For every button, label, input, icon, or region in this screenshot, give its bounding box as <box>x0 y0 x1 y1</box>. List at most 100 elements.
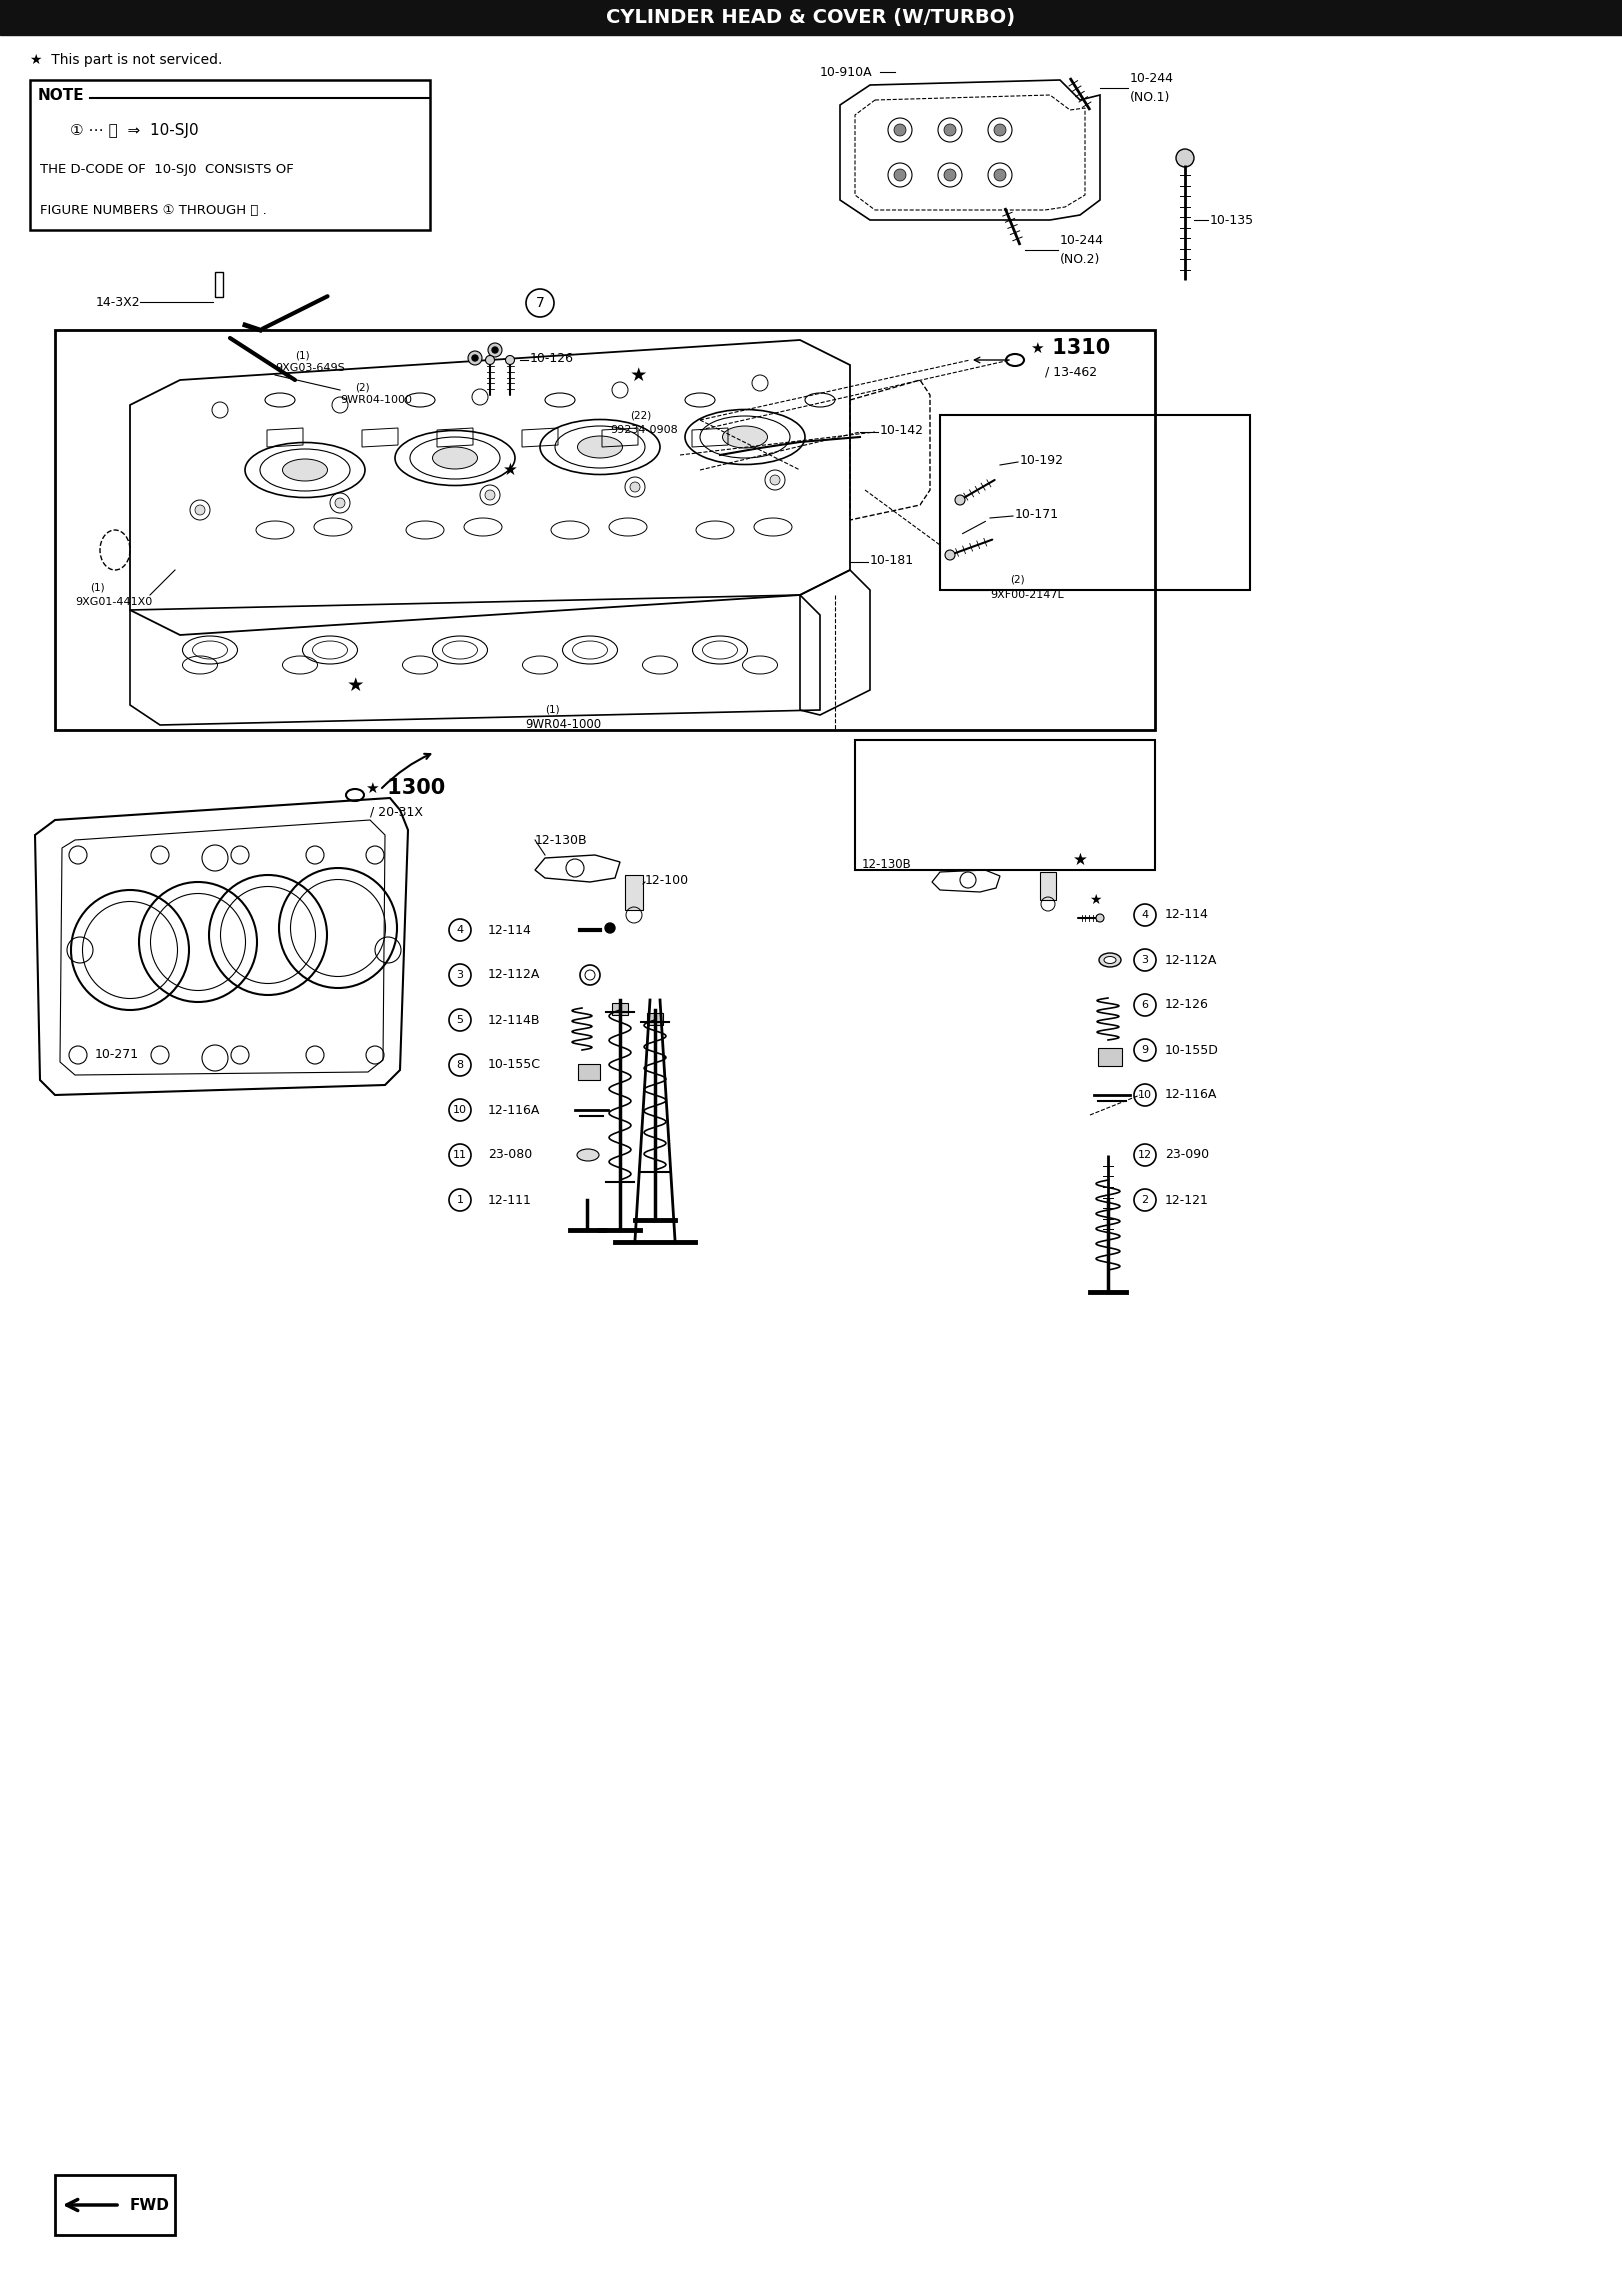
Text: FWD: FWD <box>130 2198 170 2212</box>
Text: 12-130B: 12-130B <box>861 859 912 872</box>
Text: (2): (2) <box>1011 574 1025 585</box>
Text: 6: 6 <box>1142 1000 1148 1009</box>
Text: NOTE: NOTE <box>37 89 84 103</box>
Text: / 13-462: / 13-462 <box>1045 364 1096 378</box>
Text: (1): (1) <box>545 704 560 715</box>
Text: 9XG03-649S: 9XG03-649S <box>276 362 345 374</box>
Text: ★  This part is not serviced.: ★ This part is not serviced. <box>29 52 222 66</box>
Text: 8: 8 <box>456 1059 464 1071</box>
Text: 10-155D: 10-155D <box>1165 1043 1218 1057</box>
Text: 1: 1 <box>456 1196 464 1205</box>
Circle shape <box>994 169 1006 180</box>
Text: 10-192: 10-192 <box>1020 453 1064 467</box>
Bar <box>624 875 642 909</box>
Text: 10-910A: 10-910A <box>821 66 873 77</box>
Circle shape <box>333 396 349 412</box>
Text: 12-114: 12-114 <box>1165 909 1208 923</box>
Text: FIGURE NUMBERS ① THROUGH Ⓥ .: FIGURE NUMBERS ① THROUGH Ⓥ . <box>41 203 266 216</box>
Circle shape <box>994 123 1006 137</box>
Text: (NO.1): (NO.1) <box>1131 91 1171 105</box>
Text: 9: 9 <box>1142 1046 1148 1055</box>
Circle shape <box>605 923 615 934</box>
Circle shape <box>485 490 495 499</box>
Text: 4: 4 <box>1142 909 1148 920</box>
Bar <box>1040 872 1056 900</box>
Text: ★: ★ <box>1030 339 1043 355</box>
Bar <box>1098 1048 1122 1066</box>
Text: 10-271: 10-271 <box>96 1048 139 1062</box>
Text: 9XG01-441X0: 9XG01-441X0 <box>75 597 152 606</box>
Text: 12-100: 12-100 <box>646 872 689 886</box>
Circle shape <box>195 506 204 515</box>
Text: 12-112A: 12-112A <box>1165 954 1218 966</box>
Text: 1300: 1300 <box>380 779 446 797</box>
Circle shape <box>1096 913 1105 923</box>
Text: (1): (1) <box>89 583 105 592</box>
Text: 10-142: 10-142 <box>881 424 925 437</box>
Circle shape <box>485 355 495 364</box>
Bar <box>941 415 1251 590</box>
Circle shape <box>955 494 965 506</box>
Text: 10: 10 <box>453 1105 467 1114</box>
Circle shape <box>753 376 767 392</box>
Circle shape <box>611 383 628 399</box>
Circle shape <box>212 401 229 417</box>
Text: 99234-0908: 99234-0908 <box>610 426 678 435</box>
Bar <box>55 2175 175 2235</box>
Ellipse shape <box>1105 957 1116 964</box>
Text: ★: ★ <box>1088 893 1101 907</box>
Text: THE D-CODE OF  10-SJ0  CONSISTS OF: THE D-CODE OF 10-SJ0 CONSISTS OF <box>41 164 294 175</box>
Text: ★: ★ <box>345 677 363 695</box>
Bar <box>55 330 1155 729</box>
Text: 12: 12 <box>1139 1150 1152 1160</box>
Bar <box>0 0 1622 34</box>
Text: (1): (1) <box>295 351 310 360</box>
Text: 7: 7 <box>535 296 545 310</box>
Circle shape <box>469 351 482 364</box>
Text: 12-112A: 12-112A <box>488 968 540 982</box>
Circle shape <box>472 390 488 405</box>
Bar <box>216 271 222 296</box>
Ellipse shape <box>722 426 767 449</box>
Text: 12-130B: 12-130B <box>535 834 587 847</box>
Circle shape <box>336 499 345 508</box>
Circle shape <box>1176 148 1194 166</box>
Ellipse shape <box>433 446 477 469</box>
Text: 23-080: 23-080 <box>488 1148 532 1162</box>
Ellipse shape <box>1100 952 1121 966</box>
Text: 14-3X2: 14-3X2 <box>96 296 139 310</box>
Text: CYLINDER HEAD & COVER (W/TURBO): CYLINDER HEAD & COVER (W/TURBO) <box>607 7 1015 27</box>
Bar <box>29 80 430 230</box>
Text: 12-114B: 12-114B <box>488 1014 540 1027</box>
Circle shape <box>944 123 955 137</box>
Text: 5: 5 <box>456 1016 464 1025</box>
Ellipse shape <box>282 458 328 481</box>
Ellipse shape <box>577 1148 599 1162</box>
Text: ① ⋯ Ⓥ  ⇒  10-SJ0: ① ⋯ Ⓥ ⇒ 10-SJ0 <box>70 123 198 137</box>
Text: 9WR04-1000: 9WR04-1000 <box>341 394 412 405</box>
Text: 10-135: 10-135 <box>1210 214 1254 226</box>
Text: 3: 3 <box>1142 954 1148 966</box>
Text: 10: 10 <box>1139 1089 1152 1100</box>
Text: 4: 4 <box>456 925 464 934</box>
Text: 12-114: 12-114 <box>488 923 532 936</box>
Circle shape <box>488 344 501 358</box>
Text: ★: ★ <box>365 781 378 795</box>
Circle shape <box>506 355 514 364</box>
Text: 10-244: 10-244 <box>1131 71 1174 84</box>
Text: 10-126: 10-126 <box>530 351 574 364</box>
Text: 9WR04-1000: 9WR04-1000 <box>526 718 602 731</box>
Text: 10-244: 10-244 <box>1061 235 1105 246</box>
Text: 12-116A: 12-116A <box>1165 1089 1218 1103</box>
Text: 3: 3 <box>456 970 464 980</box>
Text: 10-155C: 10-155C <box>488 1059 542 1071</box>
Text: 2: 2 <box>1142 1196 1148 1205</box>
Circle shape <box>472 355 478 360</box>
Bar <box>611 1002 628 1016</box>
Circle shape <box>946 549 955 560</box>
Bar <box>577 1064 600 1080</box>
Bar <box>855 740 1155 870</box>
Text: 12-116A: 12-116A <box>488 1103 540 1116</box>
Text: 12-121: 12-121 <box>1165 1194 1208 1207</box>
Text: ★: ★ <box>503 460 517 478</box>
